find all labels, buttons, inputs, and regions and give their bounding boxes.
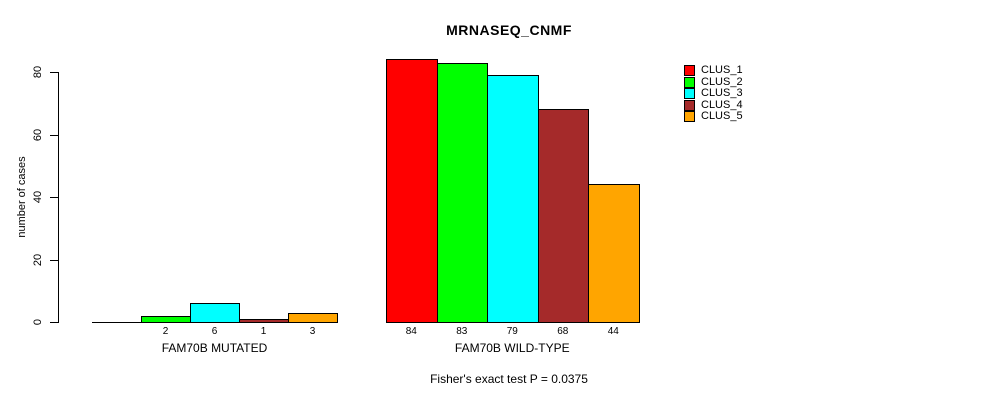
legend-label: CLUS_2 <box>701 75 743 88</box>
bar-CLUS_1 <box>92 322 142 323</box>
legend-swatch <box>684 88 695 100</box>
legend-label: CLUS_5 <box>701 110 743 123</box>
bar-CLUS_4 <box>537 109 589 323</box>
legend-label: CLUS_3 <box>701 87 743 100</box>
bar-value-label: 1 <box>260 326 267 337</box>
bar-value-label: 84 <box>405 326 417 337</box>
y-axis <box>58 72 59 323</box>
bar-CLUS_4 <box>239 319 289 323</box>
y-tick <box>50 197 58 198</box>
group-label: FAM70B MUTATED <box>161 341 268 355</box>
bar-value-label: 83 <box>456 326 468 337</box>
bar-CLUS_5 <box>288 313 338 323</box>
legend: CLUS_1 CLUS_2 CLUS_3 CLUS_4 CLUS_5 <box>684 65 743 123</box>
bar-CLUS_2 <box>141 316 191 323</box>
bar-value-label: 6 <box>211 326 218 337</box>
bar-CLUS_3 <box>190 303 240 323</box>
y-tick <box>50 259 58 261</box>
legend-label: CLUS_4 <box>701 98 743 111</box>
bar-CLUS_5 <box>588 184 640 323</box>
bar-CLUS_1 <box>386 59 438 323</box>
y-tick-label: 60 <box>32 128 44 141</box>
bar-CLUS_2 <box>436 63 488 323</box>
bar-value-label: 2 <box>162 326 169 337</box>
legend-swatch <box>684 76 695 88</box>
y-tick-label: 20 <box>32 253 44 266</box>
y-tick-label: 0 <box>32 318 44 326</box>
legend-swatch <box>684 65 695 77</box>
y-tick <box>50 72 58 73</box>
group-label: FAM70B WILD-TYPE <box>454 341 570 355</box>
y-tick <box>50 322 58 323</box>
y-tick-label: 40 <box>32 190 44 204</box>
bar-value-label: 3 <box>309 326 316 337</box>
legend-item: CLUS_3 <box>684 88 743 100</box>
annotation-text: Fisher's exact test P = 0.0375 <box>430 372 588 386</box>
legend-item: CLUS_1 <box>684 65 743 77</box>
legend-label: CLUS_1 <box>701 64 743 77</box>
bar-CLUS_3 <box>487 75 539 323</box>
bar-value-label: 44 <box>607 326 619 337</box>
bar-value-label: 79 <box>506 326 518 337</box>
y-axis-label: number of cases <box>16 156 28 238</box>
legend-item: CLUS_2 <box>684 75 743 89</box>
legend-item: CLUS_4 <box>684 98 743 112</box>
legend-item: CLUS_5 <box>684 111 743 123</box>
legend-swatch <box>684 99 695 111</box>
y-tick-label: 80 <box>32 65 44 79</box>
bar-value-label: 68 <box>557 326 569 337</box>
legend-swatch <box>684 111 695 123</box>
chart-title: MRNASEQ_CNMF <box>446 22 572 38</box>
y-tick <box>50 134 58 136</box>
